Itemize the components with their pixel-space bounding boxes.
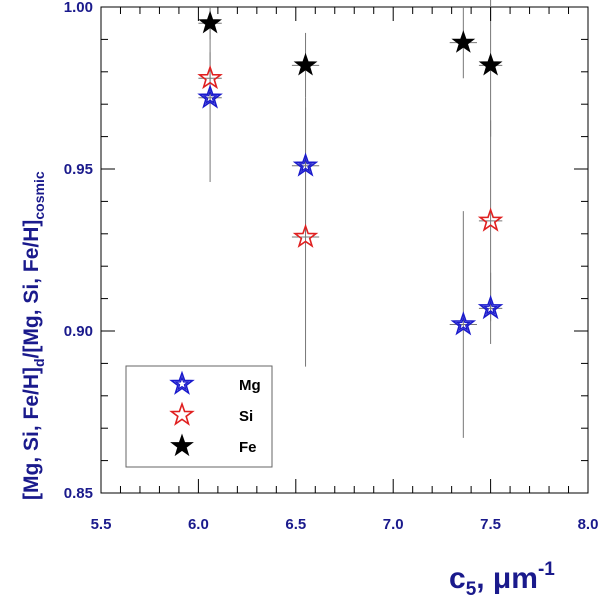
legend-marker-mg [169,370,195,395]
x-tick-label: 5.5 [91,516,112,533]
y-tick-label: 0.95 [64,161,93,178]
legend-box [125,365,273,468]
data-markers [197,10,504,336]
legend-label-fe: Fe [239,439,257,456]
y-tick-label: 0.90 [64,323,93,340]
x-tick-label: 8.0 [578,516,599,533]
y-tick-label: 1.00 [64,0,93,16]
data-point-si [197,64,223,90]
y-axis-title-part2: /[Mg, Si, Fe/H] [20,220,43,359]
y-axis-title-sub1: d [31,358,47,367]
data-point-fe [293,52,318,76]
x-tick-label: 7.0 [383,516,404,533]
data-point-fe [198,10,222,34]
y-axis-title-sub2: cosmic [31,171,47,219]
y-axis-title-part1: [Mg, Si, Fe/H] [20,367,43,500]
plot-frame [100,6,589,494]
x-axis-title-main: c [449,562,466,595]
legend-label-si: Si [239,408,253,425]
data-point-mg [292,152,319,177]
data-point-si [477,207,504,232]
x-axis-title-sub: 5 [466,579,477,597]
data-point-si [292,223,319,248]
x-axis-title: c5, μm-1 [449,559,555,597]
error-bars [198,0,503,438]
data-point-fe [451,30,476,53]
legend-marker-si [169,401,195,426]
x-tick-label: 6.0 [188,516,209,533]
data-point-mg [477,294,504,320]
x-axis-title-rest: , μm [476,562,538,595]
y-axis-title: [Mg, Si, Fe/H]d/[Mg, Si, Fe/H]cosmic [20,171,47,500]
y-tick-label: 0.85 [64,485,93,502]
legend: Mg Si Fe [125,365,273,468]
data-point-mg [197,84,223,109]
data-point-fe [478,52,503,76]
legend-marker-fe [170,433,194,457]
axis-ticks: 5.5 6.0 6.5 7.0 7.5 8.0 0.85 0.90 0.95 1.00 [64,0,599,533]
x-axis-title-sup: -1 [538,559,555,580]
x-tick-label: 7.5 [480,516,501,533]
legend-label-mg: Mg [239,377,261,394]
x-tick-label: 6.5 [285,516,306,533]
data-point-mg [450,311,477,336]
